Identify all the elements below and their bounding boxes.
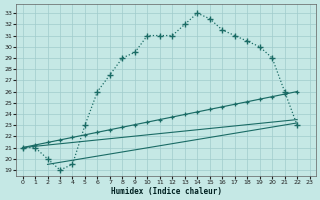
X-axis label: Humidex (Indice chaleur): Humidex (Indice chaleur) xyxy=(111,187,221,196)
